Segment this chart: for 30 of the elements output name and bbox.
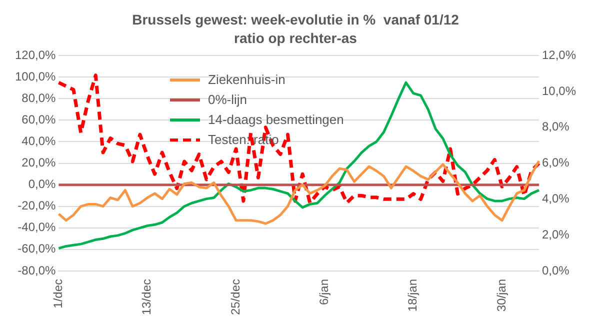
y-tick-label: -60,0% <box>18 242 56 256</box>
y-tick-label: -20,0% <box>18 198 56 213</box>
y-tick-label: -40,0% <box>18 220 56 234</box>
x-tick-label: 25/dec <box>228 278 242 315</box>
x-tick-label: 6/jan <box>317 278 332 305</box>
legend-label: 14-daags besmettingen <box>208 111 344 129</box>
x-tick-label: 18/jan <box>406 278 420 312</box>
y2-tick-label: 0,0% <box>542 263 570 278</box>
y2-tick-label: 6,0% <box>542 156 570 170</box>
y-tick-label: 100,0% <box>14 69 56 84</box>
x-tick-label: 13/dec <box>140 278 154 315</box>
y2-tick-label: 8,0% <box>542 120 570 134</box>
line-series <box>56 74 541 205</box>
y2-tick-label: 4,0% <box>542 191 570 206</box>
legend-label: Ziekenhuis-in <box>208 71 286 89</box>
y-tick-label: 80,0% <box>22 90 56 105</box>
y-tick-label: 120,0% <box>14 48 56 62</box>
y-tick-label: 0,0% <box>28 177 56 192</box>
chart-title: Brussels gewest: week-evolutie in % vanaf 01/12 <box>132 11 460 28</box>
x-tick-label: 1/dec <box>51 278 66 308</box>
legend-label: 0%-lijn <box>208 91 248 109</box>
y-tick-label: 40,0% <box>22 134 56 148</box>
y2-tick-label: 10,0% <box>542 84 576 98</box>
y2-tick-label: 12,0% <box>542 48 576 62</box>
y-tick-label: -80,0% <box>18 263 56 278</box>
x-tick-label: 30/jan <box>494 278 508 312</box>
y-tick-label: 60,0% <box>22 112 56 127</box>
y-tick-label: 20,0% <box>22 156 56 170</box>
chart-subtitle: ratio op rechter-as <box>234 30 358 46</box>
y2-tick-label: 2,0% <box>542 227 570 242</box>
